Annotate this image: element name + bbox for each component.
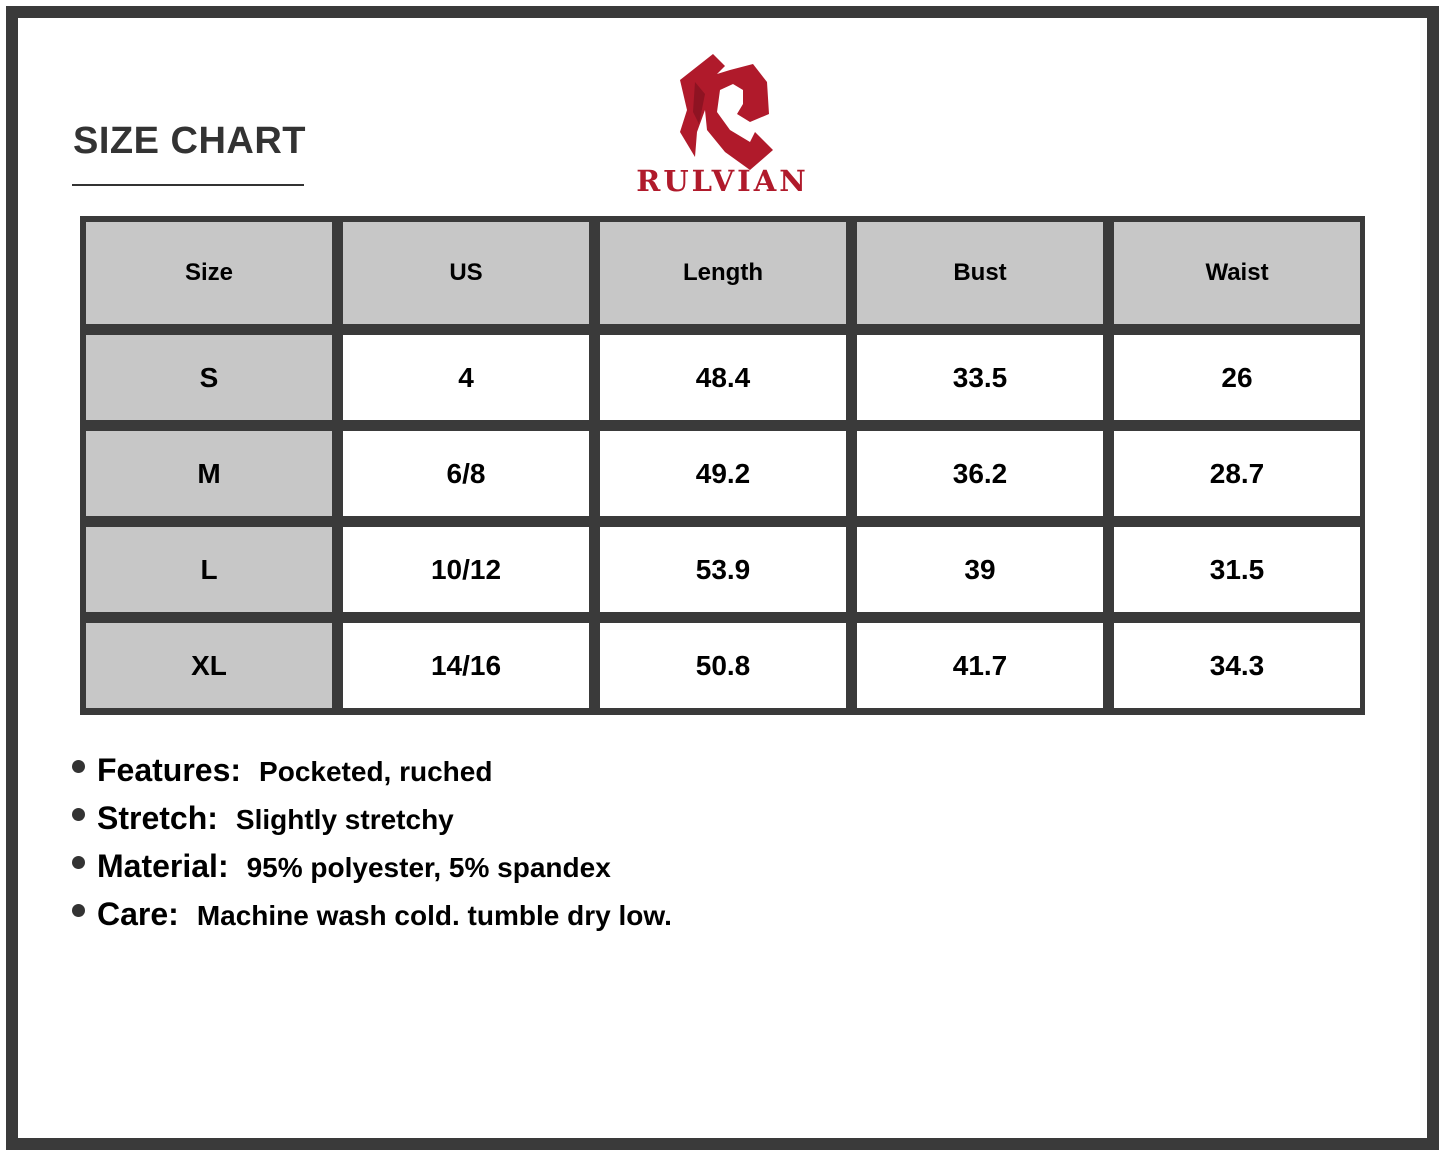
feature-label: Care: <box>97 896 179 932</box>
table-cell: 41.7 <box>857 623 1103 708</box>
table-cell: 49.2 <box>600 431 846 516</box>
feature-value: Slightly stretchy <box>235 804 454 835</box>
column-header: US <box>343 222 589 324</box>
brand-logo-icon <box>680 54 773 170</box>
bullet-icon <box>72 760 85 773</box>
feature-item: Stretch: Slightly stretchy <box>72 800 672 848</box>
table-cell: 4 <box>343 335 589 420</box>
bullet-icon <box>72 808 85 821</box>
feature-label: Stretch: <box>97 800 218 836</box>
table-cell: 48.4 <box>600 335 846 420</box>
table-cell: 50.8 <box>600 623 846 708</box>
table-cell: 33.5 <box>857 335 1103 420</box>
table-cell: 10/12 <box>343 527 589 612</box>
table-cell: 6/8 <box>343 431 589 516</box>
table-cell: 14/16 <box>343 623 589 708</box>
column-header: Waist <box>1114 222 1360 324</box>
column-header: Bust <box>857 222 1103 324</box>
row-size-label: S <box>86 335 332 420</box>
column-header: Length <box>600 222 846 324</box>
table-cell: 39 <box>857 527 1103 612</box>
brand-name: RULVIAN <box>636 164 809 198</box>
title-underline <box>72 184 304 186</box>
bullet-icon <box>72 904 85 917</box>
table-cell: 26 <box>1114 335 1360 420</box>
bullet-icon <box>72 856 85 869</box>
row-size-label: M <box>86 431 332 516</box>
feature-item: Care: Machine wash cold. tumble dry low. <box>72 896 672 944</box>
page-border <box>6 6 1439 1150</box>
table-cell: 36.2 <box>857 431 1103 516</box>
feature-label: Features: <box>97 752 242 788</box>
table-cell: 34.3 <box>1114 623 1360 708</box>
feature-item: Material: 95% polyester, 5% spandex <box>72 848 672 896</box>
table-cell: 31.5 <box>1114 527 1360 612</box>
row-size-label: XL <box>86 623 332 708</box>
feature-value: Machine wash cold. tumble dry low. <box>196 900 672 931</box>
feature-value: Pocketed, ruched <box>259 756 493 787</box>
page-title: SIZE CHART <box>73 120 306 162</box>
feature-item: Features: Pocketed, ruched <box>72 752 672 800</box>
feature-value: 95% polyester, 5% spandex <box>246 852 611 883</box>
feature-list: Features: Pocketed, ruched Stretch: Slightl… <box>72 752 672 944</box>
row-size-label: L <box>86 527 332 612</box>
table-cell: 28.7 <box>1114 431 1360 516</box>
size-table: Size US Length Bust Waist S 4 48.4 33.5 26 M 6/8 49.… <box>80 216 1365 715</box>
column-header: Size <box>86 222 332 324</box>
table-cell: 53.9 <box>600 527 846 612</box>
feature-label: Material: <box>97 848 229 884</box>
